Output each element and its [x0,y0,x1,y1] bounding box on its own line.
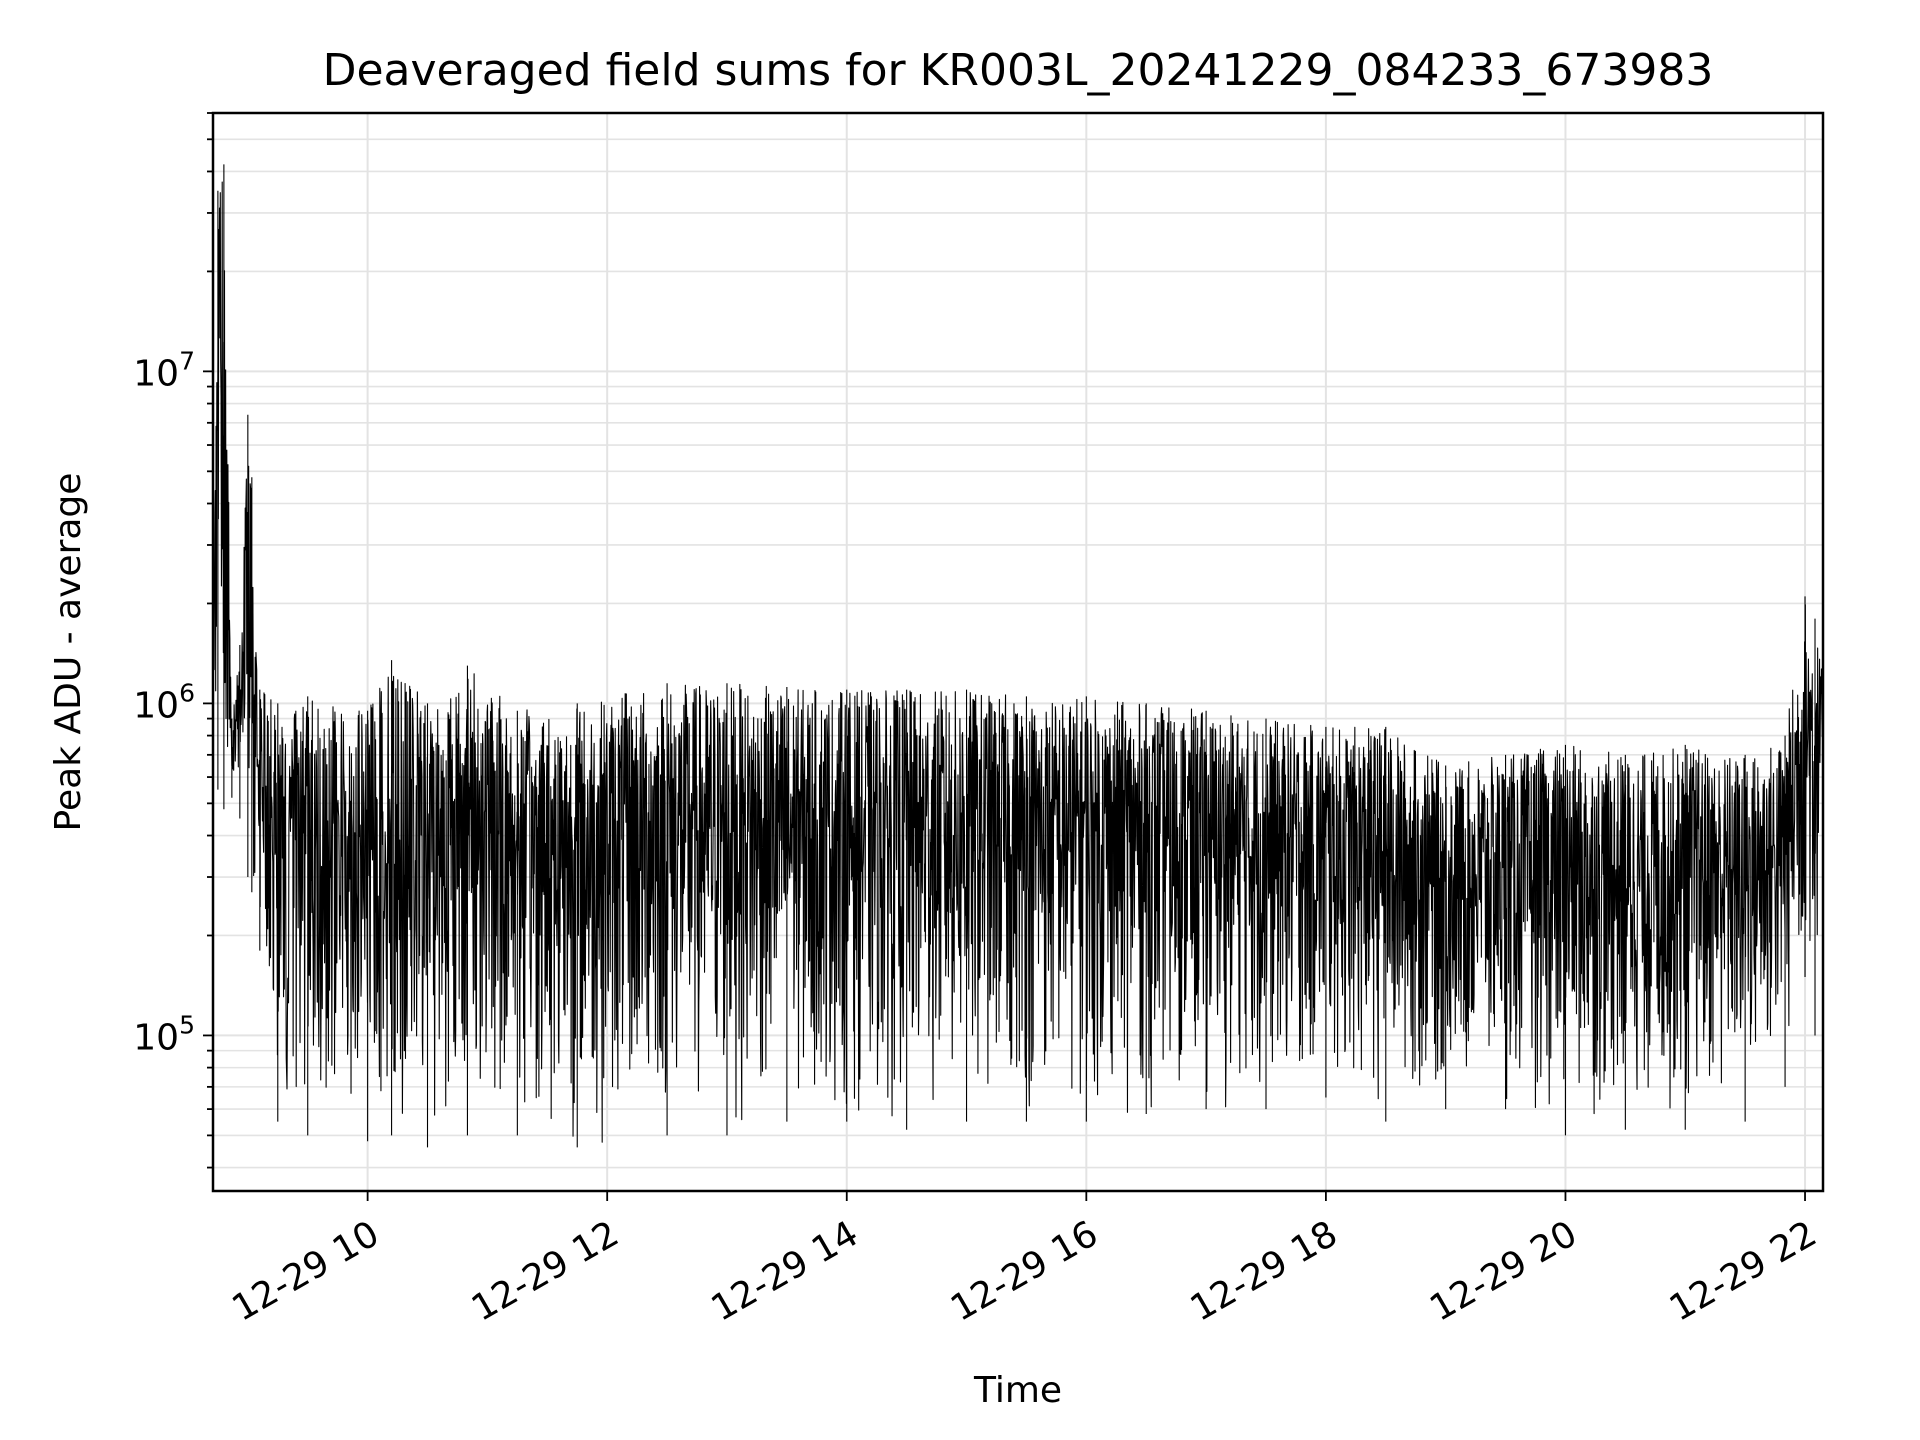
y-axis-label: Peak ADU - average [48,473,89,832]
series-line [212,164,1824,1148]
x-axis-label: Time [973,1370,1062,1411]
y-tick-label: 107 [133,346,195,394]
chart-title: Deaveraged field sums for KR003L_2024122… [323,45,1714,96]
y-tick-label: 106 [133,678,195,726]
y-axis: 105 106 107 [133,112,213,1169]
plot-frame [211,111,1825,1193]
y-tick-label: 105 [133,1010,195,1058]
data-series [212,164,1824,1148]
